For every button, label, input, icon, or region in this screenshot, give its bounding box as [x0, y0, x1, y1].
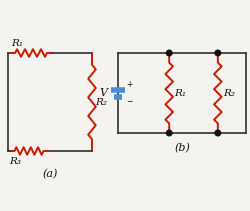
Text: V: V: [99, 88, 107, 98]
Circle shape: [166, 50, 172, 56]
Text: R₁: R₁: [174, 88, 186, 97]
Text: −: −: [126, 97, 133, 107]
Text: +: +: [126, 80, 133, 88]
Text: R₂: R₂: [95, 97, 107, 107]
Circle shape: [215, 50, 221, 56]
Text: R₂: R₂: [223, 88, 235, 97]
Text: (a): (a): [42, 169, 58, 179]
Circle shape: [166, 130, 172, 136]
Circle shape: [215, 130, 221, 136]
Text: R₃: R₃: [9, 157, 21, 166]
Text: R₁: R₁: [11, 39, 23, 48]
Text: (b): (b): [174, 143, 190, 153]
